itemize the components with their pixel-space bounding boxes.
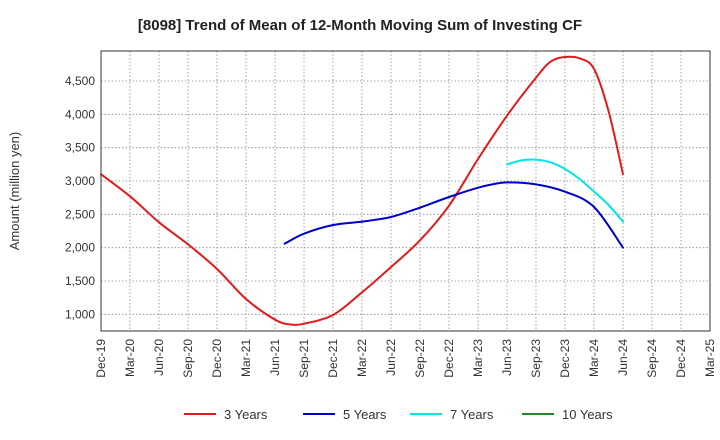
- y-tick-label-1000: 1,000: [65, 307, 95, 321]
- series-line-5-years: [283, 181, 624, 249]
- legend-label-3-years: 3 Years: [224, 407, 268, 422]
- x-tick-label-Dec-23: Dec-23: [558, 339, 572, 378]
- y-tick-label-1500: 1,500: [65, 274, 95, 288]
- x-tick-label-Sep-24: Sep-24: [645, 339, 659, 378]
- x-tick-label-Mar-20: Mar-20: [123, 339, 137, 377]
- series-line-7-years: [506, 158, 624, 223]
- legend-label-5-years: 5 Years: [343, 407, 387, 422]
- x-tick-label-Sep-21: Sep-21: [297, 339, 311, 378]
- legend: 3 Years 5 Years 7 Years 10 Years: [184, 407, 613, 422]
- grid-lines: [101, 51, 710, 331]
- y-tick-label-3500: 3,500: [65, 141, 95, 155]
- x-tick-label-Sep-22: Sep-22: [413, 339, 427, 378]
- x-tick-label-Jun-20: Jun-20: [152, 339, 166, 376]
- legend-label-10-years: 10 Years: [562, 407, 613, 422]
- y-tick-label-2000: 2,000: [65, 241, 95, 255]
- x-ticks: Dec-19 Mar-20 Jun-20 Sep-20 Dec-20 Mar-21 Jun-…: [94, 339, 717, 378]
- y-ticks: 1,000 1,500 2,000 2,500 3,000 3,500 4,000 4,500: [65, 74, 95, 321]
- y-tick-label-4000: 4,000: [65, 107, 95, 121]
- x-tick-label-Mar-24: Mar-24: [587, 339, 601, 377]
- y-tick-label-3000: 3,000: [65, 174, 95, 188]
- y-axis-label: Amount (million yen): [7, 132, 22, 251]
- series-layer: [100, 55, 624, 326]
- x-tick-label-Mar-22: Mar-22: [355, 339, 369, 377]
- x-tick-label-Jun-24: Jun-24: [616, 339, 630, 376]
- x-tick-label-Dec-24: Dec-24: [674, 339, 688, 378]
- x-tick-label-Mar-21: Mar-21: [239, 339, 253, 377]
- legend-label-7-years: 7 Years: [450, 407, 494, 422]
- x-tick-label-Mar-25: Mar-25: [703, 339, 717, 377]
- x-tick-label-Dec-19: Dec-19: [94, 339, 108, 378]
- x-tick-label-Dec-20: Dec-20: [210, 339, 224, 378]
- chart-title: [8098] Trend of Mean of 12-Month Moving …: [138, 17, 582, 34]
- x-tick-label-Mar-23: Mar-23: [471, 339, 485, 377]
- x-tick-label-Dec-22: Dec-22: [442, 339, 456, 378]
- y-tick-label-4500: 4,500: [65, 74, 95, 88]
- x-tick-label-Dec-21: Dec-21: [326, 339, 340, 378]
- x-tick-label-Jun-22: Jun-22: [384, 339, 398, 376]
- series-line-3-years: [100, 55, 624, 326]
- plot-frame: [100, 50, 711, 332]
- x-tick-label-Sep-23: Sep-23: [529, 339, 543, 378]
- x-tick-label-Jun-21: Jun-21: [268, 339, 282, 376]
- x-tick-label-Jun-23: Jun-23: [500, 339, 514, 376]
- x-tick-label-Sep-20: Sep-20: [181, 339, 195, 378]
- y-tick-label-2500: 2,500: [65, 207, 95, 221]
